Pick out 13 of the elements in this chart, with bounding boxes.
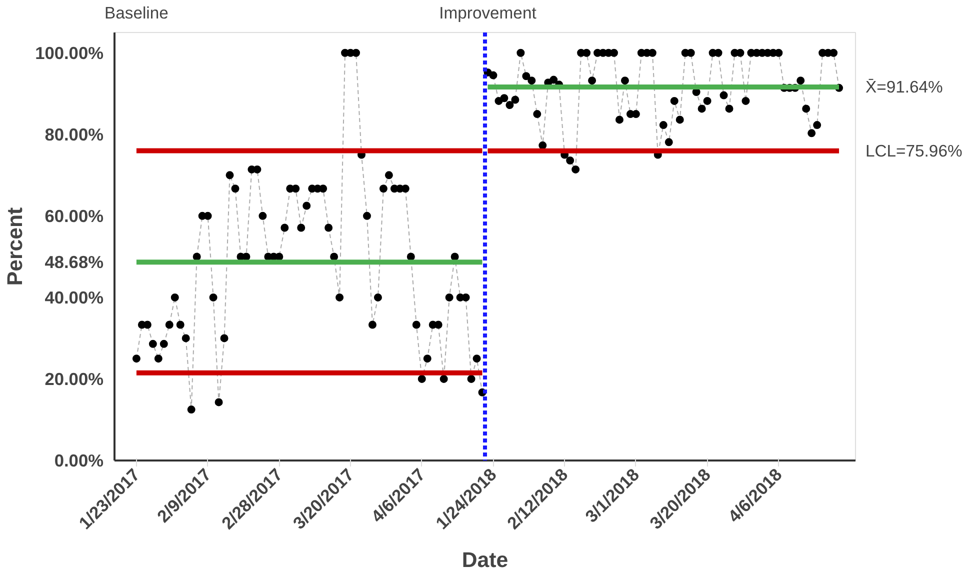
y-tick-label: 40.00% xyxy=(44,287,104,308)
y-tick-label: 80.00% xyxy=(44,124,104,144)
y-tick-label: 0.00% xyxy=(54,450,104,470)
series-label: 48.68% xyxy=(44,252,104,272)
y-tick-label: 20.00% xyxy=(44,368,104,389)
y-tick-label: 60.00% xyxy=(44,206,104,226)
text: Baseline xyxy=(104,4,168,22)
y-axis-title: Percent xyxy=(3,207,28,286)
text: Improvement xyxy=(439,4,537,22)
series-label: X̄=91.64% xyxy=(866,77,944,96)
y-tick-label: 100.00% xyxy=(35,42,104,63)
x-axis-title: Date xyxy=(462,548,508,572)
series-label: LCL=75.96% xyxy=(866,141,962,160)
